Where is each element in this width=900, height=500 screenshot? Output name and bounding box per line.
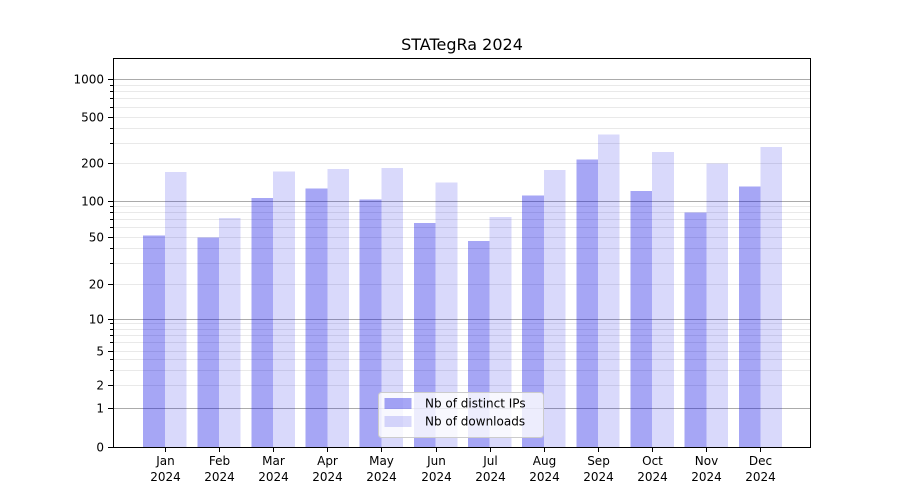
x-tick-label-month-aug: Aug bbox=[533, 454, 556, 468]
x-tick-label-year-dec: 2024 bbox=[745, 470, 776, 484]
x-tick-label-year-jun: 2024 bbox=[421, 470, 452, 484]
bar-jan-ips bbox=[143, 235, 165, 447]
bar-sep-ips bbox=[576, 159, 598, 448]
y-tick-label-10: 10 bbox=[89, 313, 104, 327]
y-axis-ticks: 0 1 2 5 10 20 50 100 200 500 1000 bbox=[73, 73, 113, 455]
x-tick-label-month-apr: Apr bbox=[317, 454, 338, 468]
chart-title: STATegRa 2024 bbox=[401, 35, 523, 54]
bar-may-downloads bbox=[381, 168, 404, 447]
x-tick-label-year-may: 2024 bbox=[366, 470, 397, 484]
bars-group bbox=[143, 134, 783, 448]
bar-oct-downloads bbox=[652, 151, 674, 447]
legend-label-downloads: Nb of downloads bbox=[425, 415, 525, 429]
x-tick-label-year-apr: 2024 bbox=[312, 470, 343, 484]
x-tick-label-year-jan: 2024 bbox=[150, 470, 181, 484]
bar-mar-ips bbox=[251, 198, 274, 447]
bar-oct-ips bbox=[630, 190, 653, 448]
x-tick-label-month-may: May bbox=[369, 454, 394, 468]
legend: Nb of distinct IPs Nb of downloads bbox=[378, 392, 544, 438]
bar-nov-ips bbox=[684, 212, 707, 447]
bar-apr-downloads bbox=[327, 168, 349, 448]
legend-label-distinct-ips: Nb of distinct IPs bbox=[425, 397, 526, 411]
x-tick-label-month-feb: Feb bbox=[209, 454, 230, 468]
x-axis-ticks: Jan 2024 Feb 2024 Mar 2024 Apr 2024 May 2024 Jun 20… bbox=[150, 447, 776, 484]
x-tick-label-year-nov: 2024 bbox=[691, 470, 722, 484]
y-tick-label-200: 200 bbox=[81, 157, 104, 171]
bar-jan-downloads bbox=[164, 172, 187, 447]
minor-gridlines bbox=[113, 85, 811, 386]
bar-nov-downloads bbox=[706, 163, 728, 448]
bar-jun-ips bbox=[413, 223, 436, 447]
y-tick-label-1000: 1000 bbox=[73, 73, 104, 87]
y-tick-label-20: 20 bbox=[89, 278, 104, 292]
bar-may-ips bbox=[359, 199, 382, 447]
y-tick-label-500: 500 bbox=[81, 111, 104, 125]
bar-aug-ips bbox=[522, 195, 544, 447]
x-tick-label-year-sep: 2024 bbox=[583, 470, 614, 484]
bar-feb-ips bbox=[197, 237, 219, 447]
y-tick-label-0: 0 bbox=[96, 441, 104, 455]
y-tick-label-1: 1 bbox=[96, 402, 104, 416]
bar-mar-downloads bbox=[273, 171, 295, 447]
x-tick-label-month-dec: Dec bbox=[749, 454, 772, 468]
x-tick-label-month-jan: Jan bbox=[155, 454, 175, 468]
x-tick-label-year-jul: 2024 bbox=[475, 470, 506, 484]
bar-feb-downloads bbox=[218, 217, 241, 447]
x-tick-label-month-sep: Sep bbox=[587, 454, 610, 468]
y-tick-label-5: 5 bbox=[96, 345, 104, 359]
legend-swatch-downloads bbox=[384, 416, 412, 427]
legend-swatch-distinct-ips bbox=[384, 398, 412, 409]
x-tick-label-year-aug: 2024 bbox=[529, 470, 560, 484]
legend-box bbox=[378, 392, 544, 438]
x-tick-label-month-mar: Mar bbox=[262, 454, 285, 468]
y-tick-label-100: 100 bbox=[81, 195, 104, 209]
bar-sep-downloads bbox=[598, 134, 620, 447]
bar-jul-downloads bbox=[489, 217, 512, 447]
x-tick-label-year-mar: 2024 bbox=[258, 470, 289, 484]
bar-aug-downloads bbox=[543, 169, 566, 447]
plot-border bbox=[113, 58, 811, 448]
x-tick-label-year-feb: 2024 bbox=[204, 470, 235, 484]
x-tick-label-month-jul: Jul bbox=[482, 454, 497, 468]
x-tick-label-month-oct: Oct bbox=[642, 454, 663, 468]
x-tick-label-month-nov: Nov bbox=[695, 454, 718, 468]
x-tick-label-month-jun: Jun bbox=[426, 454, 446, 468]
x-tick-label-year-oct: 2024 bbox=[637, 470, 668, 484]
bar-jun-downloads bbox=[435, 182, 458, 448]
bar-apr-ips bbox=[305, 188, 328, 447]
y-tick-label-2: 2 bbox=[96, 379, 104, 393]
y-tick-label-50: 50 bbox=[89, 231, 104, 245]
bar-dec-ips bbox=[738, 186, 761, 448]
bar-dec-downloads bbox=[760, 147, 783, 447]
